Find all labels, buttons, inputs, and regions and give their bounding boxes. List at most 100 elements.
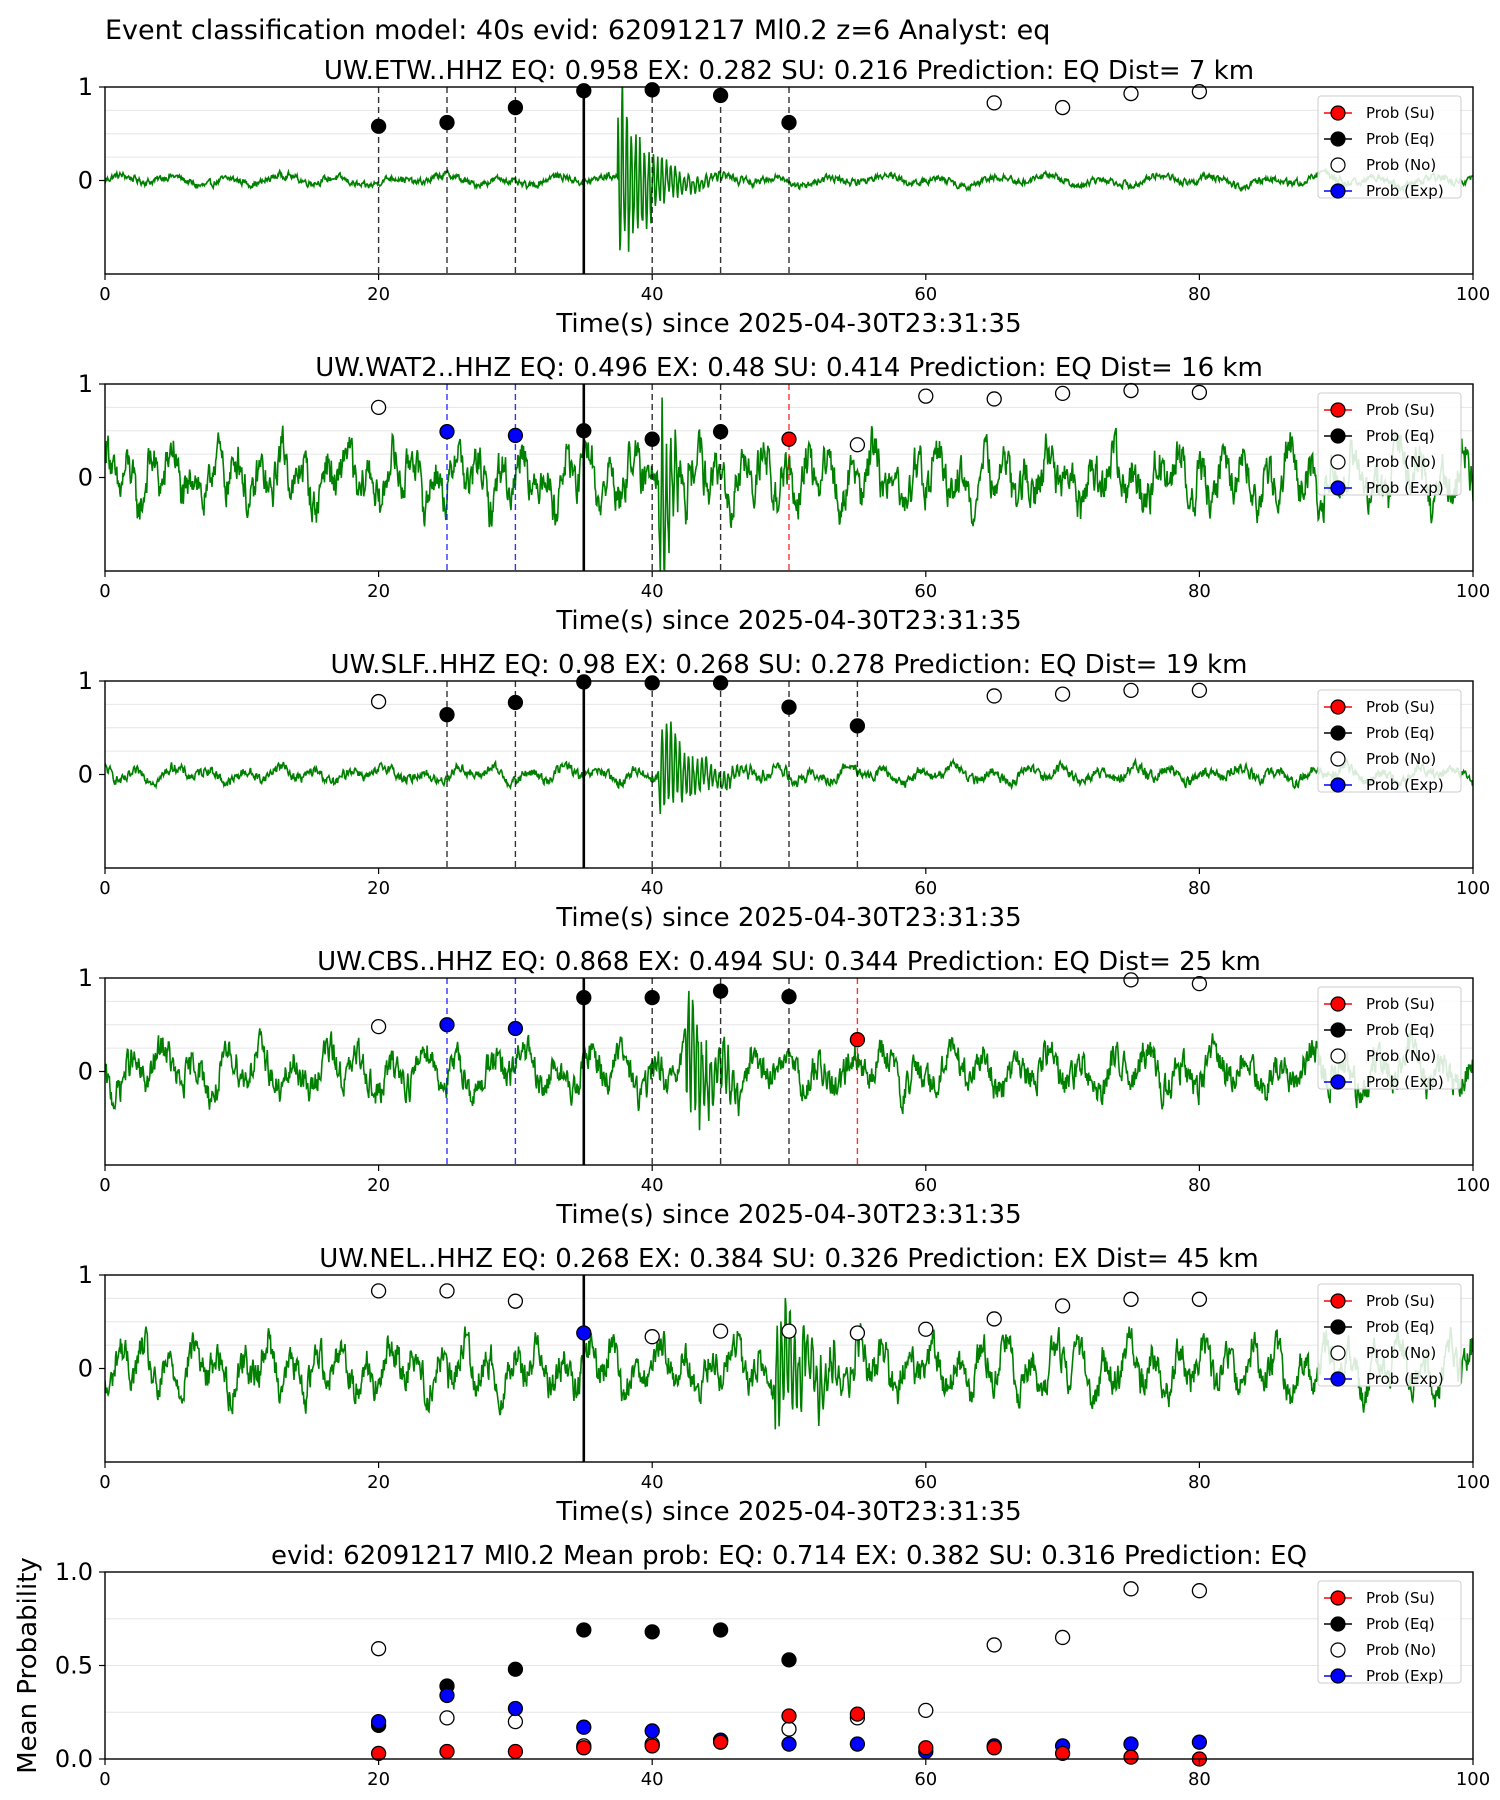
x-tick-label: 80 — [1188, 878, 1211, 899]
point-su-3-3 — [576, 1740, 592, 1756]
point-no-11 — [1123, 382, 1139, 399]
point-no-0-6 — [781, 1721, 797, 1737]
x-tick-label: 80 — [1188, 1769, 1211, 1790]
point-eq-0 — [370, 118, 387, 134]
legend-marker-no — [1330, 1048, 1346, 1064]
x-axis-label: Time(s) since 2025-04-30T23:31:35 — [555, 903, 1021, 933]
panel-5: 0 20 40 60 80 100 0 1 UW.NEL..HHZ EQ: 0.268 EX: … — [78, 1244, 1490, 1527]
legend-marker-exp — [1330, 1074, 1346, 1090]
point-exp-2-11 — [1123, 1736, 1139, 1752]
x-tick-label: 80 — [1188, 1472, 1211, 1493]
x-tick-label: 0 — [99, 1472, 110, 1493]
legend-label-su: Prob (Su) — [1366, 1292, 1435, 1310]
panel-1: 0 20 40 60 80 100 0 1 UW.ETW..HHZ EQ: 0.958 EX: … — [78, 56, 1490, 339]
point-no-0 — [370, 1018, 387, 1035]
legend-marker-no — [1330, 751, 1346, 767]
point-no-12 — [1191, 1291, 1208, 1307]
point-eq-6 — [781, 114, 797, 131]
legend-marker-no — [1330, 157, 1346, 173]
point-eq-1-2 — [507, 1661, 524, 1677]
x-tick-label: 100 — [1456, 1769, 1490, 1790]
point-exp-2-1 — [439, 1687, 455, 1704]
legend-marker-exp — [1330, 1371, 1346, 1387]
x-tick-label: 60 — [914, 581, 937, 602]
legend-marker-exp — [1330, 1668, 1346, 1684]
legend-marker-eq — [1330, 131, 1346, 147]
legend-box — [1317, 392, 1462, 496]
point-no-0-11 — [1123, 1581, 1139, 1597]
point-no-0-12 — [1191, 1583, 1208, 1599]
x-tick-label: 100 — [1456, 1472, 1490, 1493]
point-exp-2 — [507, 427, 524, 444]
panel-title: UW.NEL..HHZ EQ: 0.268 EX: 0.384 SU: 0.32… — [319, 1244, 1258, 1274]
y-axis-label: Mean Probability — [13, 1557, 43, 1774]
legend-marker-su — [1330, 996, 1346, 1012]
legend-label-no: Prob (No) — [1366, 750, 1436, 768]
legend-marker-eq — [1330, 1022, 1346, 1038]
point-eq-2 — [507, 694, 524, 711]
x-tick-label: 60 — [914, 284, 937, 305]
legend-label-exp: Prob (Exp) — [1366, 776, 1444, 794]
point-eq-4 — [644, 431, 660, 447]
point-exp-1 — [439, 1017, 455, 1033]
point-no-8 — [1123, 972, 1139, 988]
x-tick-label: 0 — [99, 284, 110, 305]
point-eq-2 — [507, 99, 524, 116]
point-eq-4 — [644, 989, 660, 1006]
panel-title: UW.ETW..HHZ EQ: 0.958 EX: 0.282 SU: 0.21… — [324, 56, 1254, 86]
x-tick-label: 20 — [367, 1769, 390, 1790]
probability-markers — [370, 1283, 1208, 1345]
legend-marker-exp — [1330, 480, 1346, 496]
point-no-0-10 — [1054, 1629, 1071, 1646]
legend-marker-eq — [1330, 1319, 1346, 1335]
y-tick-label: 0 — [78, 1355, 93, 1383]
x-tick-label: 20 — [367, 581, 390, 602]
x-axis-label: Time(s) since 2025-04-30T23:31:35 — [555, 1497, 1021, 1527]
panel-title: evid: 62091217 Ml0.2 Mean prob: EQ: 0.71… — [271, 1541, 1307, 1571]
x-axis-label: Time(s) since 2025-04-30T23:31:35 — [555, 606, 1021, 636]
point-no-12 — [1191, 384, 1208, 401]
y-tick-label: 1 — [78, 370, 93, 398]
panel-6: 0 20 40 60 80 100 0.0 0.5 1.0 evid: 62091217 Ml0.… — [13, 1541, 1490, 1790]
y-tick-label: 0 — [78, 167, 93, 195]
point-exp-1 — [439, 424, 455, 440]
point-no-10 — [1191, 84, 1208, 100]
point-exp-2-7 — [849, 1736, 866, 1752]
legend-marker-su — [1330, 699, 1346, 715]
legend-box — [1317, 986, 1462, 1090]
point-no-11 — [1123, 1291, 1139, 1307]
legend-label-su: Prob (Su) — [1366, 698, 1435, 716]
x-tick-label: 0 — [99, 1175, 110, 1196]
point-no-0 — [370, 399, 387, 416]
probability-markers — [370, 674, 1208, 734]
legend-box — [1317, 95, 1462, 199]
point-su-3-2 — [507, 1743, 524, 1760]
x-tick-label: 100 — [1456, 284, 1490, 305]
point-eq-7 — [849, 718, 866, 734]
point-no-9 — [986, 391, 1002, 407]
point-eq-3 — [576, 674, 592, 690]
legend-label-eq: Prob (Eq) — [1366, 130, 1435, 148]
x-tick-label: 60 — [914, 878, 937, 899]
x-tick-label: 80 — [1188, 1175, 1211, 1196]
point-eq-1-4 — [644, 1624, 660, 1640]
point-no-11 — [1191, 682, 1208, 698]
point-eq-4 — [644, 675, 660, 691]
point-no-8 — [1054, 99, 1071, 116]
legend-marker-no — [1330, 454, 1346, 470]
legend-label-no: Prob (No) — [1366, 1344, 1436, 1362]
y-tick-label: 1 — [78, 73, 93, 101]
point-no-1 — [439, 1283, 455, 1299]
point-eq-3 — [576, 423, 592, 439]
point-su-3-6 — [781, 1708, 797, 1724]
x-tick-label: 80 — [1188, 581, 1211, 602]
panel-4: 0 20 40 60 80 100 0 1 UW.CBS..HHZ EQ: 0.868 EX: … — [78, 947, 1490, 1230]
point-su-3-8 — [918, 1740, 934, 1756]
legend-label-eq: Prob (Eq) — [1366, 1021, 1435, 1039]
point-exp-2-2 — [507, 1700, 524, 1717]
y-tick-label: 1.0 — [55, 1558, 93, 1586]
waveform-trace — [105, 990, 1473, 1131]
y-tick-label: 1 — [78, 964, 93, 992]
legend-label-no: Prob (No) — [1366, 453, 1436, 471]
legend-label-exp: Prob (Exp) — [1366, 1073, 1444, 1091]
